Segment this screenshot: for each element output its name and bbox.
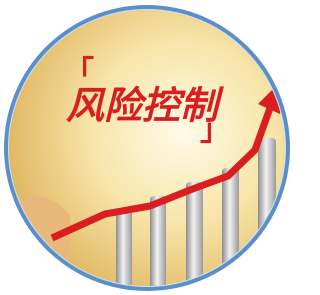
background — [0, 0, 294, 295]
bar — [222, 168, 239, 295]
page: 「 风险控制 」 (() => { const data = JSON.pars… — [0, 0, 294, 295]
bar — [116, 208, 132, 295]
figure — [0, 196, 70, 295]
bar — [150, 196, 166, 295]
scene — [0, 0, 294, 295]
illustration: 「 风险控制 」 — [0, 0, 294, 295]
close-bracket: 」 — [200, 113, 230, 148]
